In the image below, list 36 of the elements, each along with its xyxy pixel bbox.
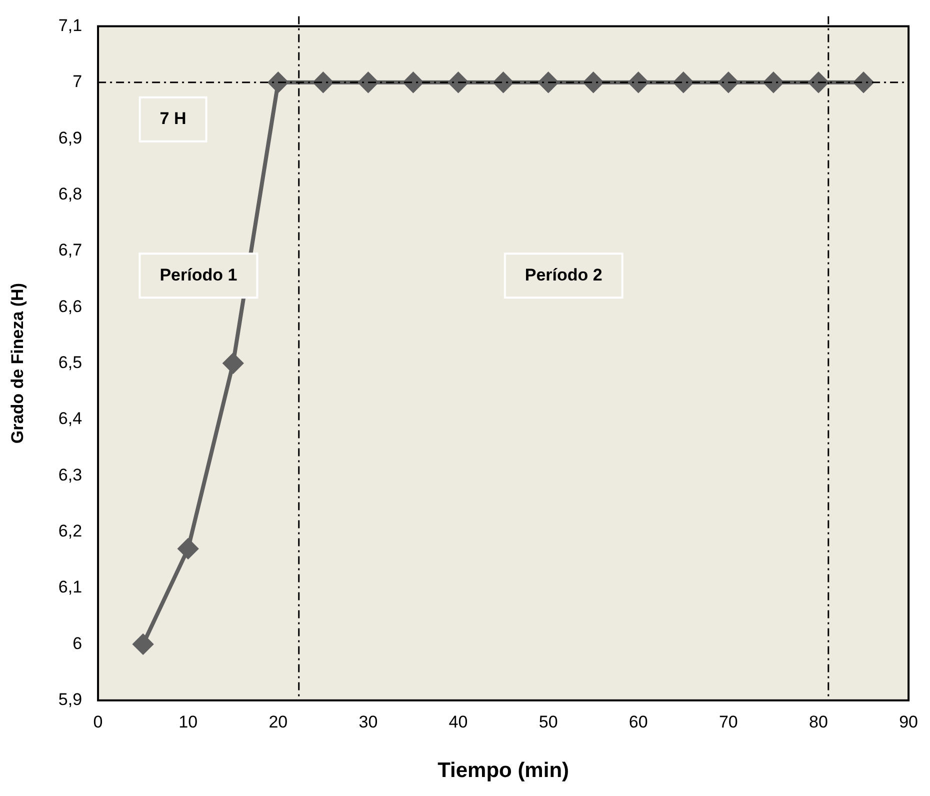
x-tick-label: 10 <box>178 712 198 732</box>
y-tick-label: 6,1 <box>58 578 82 597</box>
x-tick-label: 80 <box>809 712 828 732</box>
y-tick-label: 7,1 <box>58 16 82 35</box>
y-tick-label: 6,5 <box>58 352 82 372</box>
y-tick-label: 6,4 <box>58 409 82 428</box>
y-tick-label: 6,6 <box>58 296 82 316</box>
y-tick-label: 6,7 <box>58 240 82 260</box>
x-tick-label: 50 <box>538 712 558 732</box>
y-axis-title: Grado de Fineza (H) <box>8 283 27 444</box>
point <box>763 72 784 92</box>
annotation: Período 1 <box>160 265 238 284</box>
point <box>493 72 514 92</box>
y-tick-label: 6 <box>72 634 82 653</box>
x-axis-title: Tiempo (min) <box>438 759 570 782</box>
point <box>673 72 694 92</box>
y-tick-label: 6,9 <box>58 128 82 148</box>
point <box>854 72 874 92</box>
annotation: Período 2 <box>524 265 602 284</box>
ref-line-label: 7 H <box>160 109 186 128</box>
point <box>133 634 154 654</box>
x-tick-label: 90 <box>899 712 918 732</box>
point <box>583 72 604 92</box>
y-tick-label: 6,3 <box>58 465 82 484</box>
y-tick-label: 6,8 <box>58 184 82 204</box>
y-tick-label: 5,9 <box>58 690 82 710</box>
y-tick-label: 7 <box>72 72 82 92</box>
x-tick-label: 60 <box>628 712 648 732</box>
x-tick-label: 0 <box>93 712 103 732</box>
x-tick-label: 70 <box>718 712 738 732</box>
y-tick-label: 6,2 <box>58 522 82 541</box>
x-tick-label: 20 <box>268 712 288 732</box>
x-tick-label: 40 <box>448 712 468 732</box>
x-tick-label: 30 <box>358 712 378 732</box>
point <box>178 538 198 559</box>
point <box>223 353 244 374</box>
